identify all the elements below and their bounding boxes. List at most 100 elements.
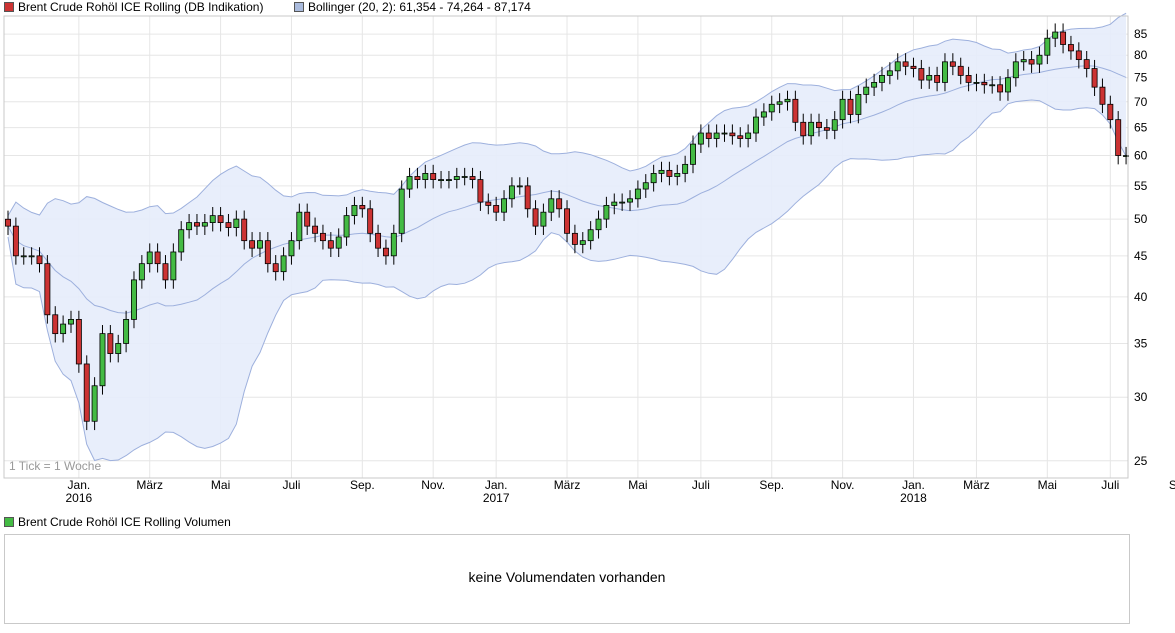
candle-body	[902, 61, 909, 67]
candle	[1107, 95, 1114, 129]
candle-body	[28, 255, 35, 258]
candle-body	[942, 61, 948, 83]
candle	[422, 164, 429, 189]
tick-note: 1 Tick = 1 Woche	[9, 459, 101, 473]
candle-body	[1036, 54, 1043, 65]
candle-body	[642, 182, 649, 190]
candle-body	[540, 211, 547, 227]
candle	[438, 170, 445, 189]
candle	[107, 325, 114, 363]
candle-body	[233, 218, 240, 228]
candle	[674, 164, 681, 186]
candle	[548, 190, 555, 222]
candle	[1012, 53, 1019, 87]
y-tick-label: 70	[1134, 95, 1148, 109]
candle	[296, 203, 303, 250]
candle-body	[831, 119, 838, 131]
candle	[619, 193, 626, 211]
legend-item-price[interactable]: Brent Crude Rohöl ICE Rolling (DB Indika…	[4, 0, 263, 14]
candle-body	[949, 61, 956, 67]
candle	[737, 127, 744, 148]
candle	[146, 243, 153, 273]
candle	[949, 53, 956, 76]
candle	[304, 203, 311, 235]
candle-body	[493, 205, 500, 213]
volume-panel: keine Volumendaten vorhanden	[4, 534, 1130, 624]
candle	[1044, 29, 1051, 65]
candle-body	[808, 121, 815, 137]
candle-body	[209, 215, 216, 224]
candle-body	[713, 132, 720, 139]
candle	[1083, 51, 1090, 78]
candle-body	[1091, 68, 1098, 88]
candle	[319, 224, 326, 250]
candle-body	[178, 229, 185, 253]
candle-body	[445, 179, 452, 181]
candle-body	[469, 176, 476, 180]
y-tick-label: 75	[1134, 71, 1148, 85]
candle-body	[83, 363, 90, 422]
candle-body	[217, 215, 224, 224]
candle	[1067, 35, 1074, 60]
candle	[60, 315, 67, 343]
candle	[1060, 23, 1067, 54]
candle	[44, 255, 51, 324]
y-axis-labels: 25 30 35 40 45 50 55 60 65 70 75 80 85	[1134, 27, 1148, 468]
candle-body	[910, 65, 917, 69]
candle-body	[461, 176, 468, 178]
candle-body	[249, 240, 256, 249]
candle-body	[973, 82, 980, 84]
candle-body	[398, 188, 405, 234]
x-tick-label: Mai	[628, 478, 647, 492]
candle	[201, 213, 208, 235]
candle-body	[965, 75, 972, 83]
candle	[918, 59, 925, 89]
candle	[115, 334, 122, 363]
x-tick-label: März	[963, 478, 990, 492]
candle	[154, 243, 161, 273]
candle-body	[91, 385, 98, 422]
candle-body	[1012, 61, 1019, 79]
candle-body	[886, 70, 893, 76]
candle-body	[406, 176, 413, 190]
legend-item-bollinger[interactable]: Bollinger (20, 2): 61,354 - 74,264 - 87,…	[294, 0, 531, 14]
candle	[91, 377, 98, 431]
candle-body	[587, 229, 594, 242]
candle	[508, 177, 515, 208]
candle	[131, 271, 137, 329]
legend-item-volume[interactable]: Brent Crude Rohöl ICE Rolling Volumen	[4, 515, 231, 529]
candle	[36, 247, 43, 273]
candle	[68, 310, 74, 333]
candle-body	[170, 251, 177, 281]
candle	[721, 124, 728, 142]
candle	[178, 221, 185, 261]
candle	[776, 93, 783, 114]
candle	[367, 200, 374, 243]
legend-swatch-price	[4, 2, 14, 12]
bollinger-middle	[7, 65, 1127, 314]
candle-body	[729, 132, 736, 137]
candle	[217, 207, 224, 232]
y-tick-label: 65	[1134, 121, 1148, 135]
candle	[926, 66, 933, 89]
candle	[760, 103, 767, 126]
candle	[327, 232, 334, 257]
candle	[280, 247, 287, 281]
candle-body	[1052, 31, 1059, 39]
candle-body	[296, 211, 303, 242]
candle	[768, 95, 775, 121]
candle-body	[753, 116, 759, 134]
candle	[516, 177, 523, 195]
candle-body	[855, 93, 862, 115]
candle	[1091, 59, 1098, 96]
candle-body	[1020, 59, 1027, 63]
x-tick-label: März	[554, 478, 581, 492]
candle-body	[548, 198, 555, 213]
candle	[603, 196, 610, 228]
candle	[1075, 42, 1082, 69]
candle-body	[52, 314, 59, 335]
candle	[375, 224, 382, 257]
candle	[934, 66, 941, 92]
candle	[666, 161, 673, 186]
